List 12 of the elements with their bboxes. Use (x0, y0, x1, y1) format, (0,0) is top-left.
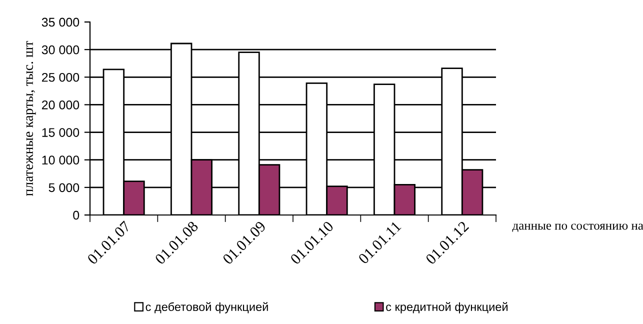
y-tick-label: 35 000 (42, 18, 80, 27)
y-tick-label: 15 000 (42, 128, 80, 137)
x-axis-title: данные по состоянию на (512, 224, 643, 232)
y-tick-label: 30 000 (42, 45, 80, 54)
y-tick-label: 0 (73, 210, 80, 220)
y-tick-label: 10 000 (42, 156, 80, 165)
legend-label: с кредитной функцией (386, 302, 508, 314)
y-tick-label: 5 000 (48, 183, 80, 192)
legend-label: с дебетовой функцией (146, 302, 268, 314)
y-axis-title: платежные карты, тыс. шт (26, 40, 36, 196)
y-tick-label: 20 000 (42, 100, 80, 110)
y-tick-label: 25 000 (42, 72, 80, 82)
